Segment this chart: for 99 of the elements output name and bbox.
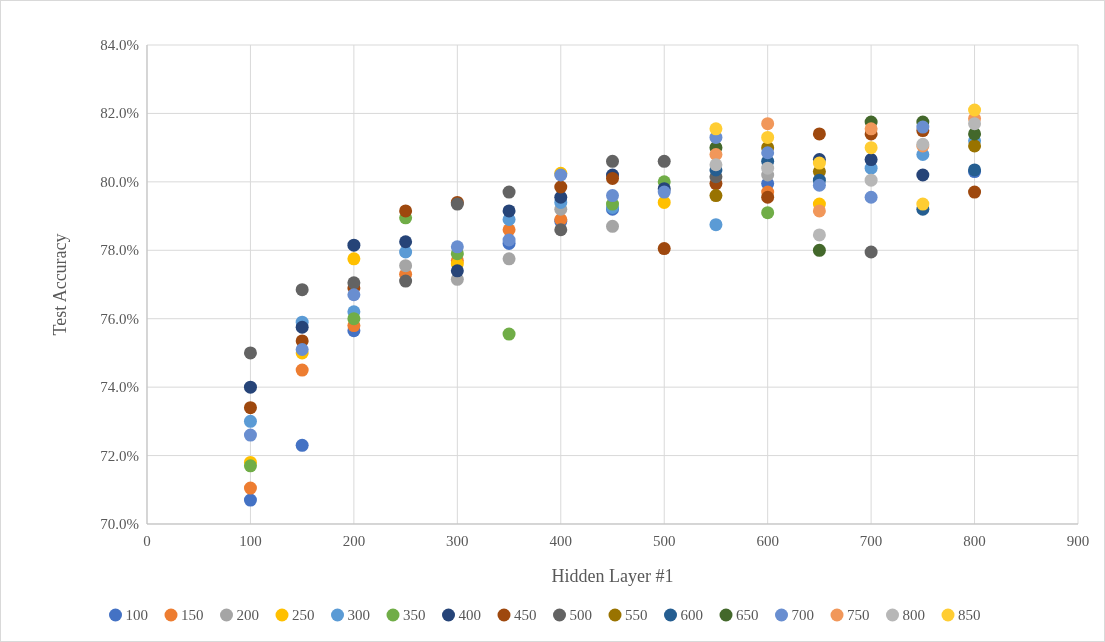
point bbox=[709, 218, 723, 232]
point bbox=[502, 252, 516, 266]
point bbox=[295, 283, 309, 297]
point bbox=[243, 493, 257, 507]
x-tick-label: 200 bbox=[342, 533, 366, 549]
point bbox=[657, 242, 671, 256]
x-tick-label: 600 bbox=[756, 533, 779, 549]
point bbox=[243, 481, 257, 495]
point bbox=[347, 252, 361, 266]
point bbox=[864, 245, 878, 259]
point bbox=[916, 120, 930, 134]
point bbox=[243, 380, 257, 394]
point bbox=[502, 185, 516, 199]
legend-label: 450 bbox=[514, 607, 537, 623]
point bbox=[295, 363, 309, 377]
x-tick-label: 800 bbox=[963, 533, 986, 549]
point bbox=[761, 146, 775, 160]
legend-label: 400 bbox=[458, 607, 481, 623]
point bbox=[657, 154, 671, 168]
point bbox=[243, 459, 257, 473]
point bbox=[916, 197, 930, 211]
point bbox=[864, 153, 878, 167]
legend-label: 700 bbox=[791, 607, 814, 623]
point bbox=[812, 243, 826, 257]
point bbox=[968, 103, 982, 117]
legend-label: 500 bbox=[569, 607, 592, 623]
point bbox=[450, 264, 464, 278]
y-tick-label: 78.0% bbox=[100, 242, 139, 259]
y-tick-label: 74.0% bbox=[100, 379, 139, 396]
point bbox=[399, 259, 413, 273]
legend-label: 350 bbox=[403, 607, 426, 623]
point bbox=[864, 141, 878, 155]
point bbox=[295, 438, 309, 452]
x-axis-title: Hidden Layer #1 bbox=[551, 566, 674, 586]
point bbox=[399, 235, 413, 249]
point bbox=[606, 189, 619, 203]
point bbox=[761, 117, 775, 131]
point bbox=[761, 161, 775, 175]
x-tick-label: 900 bbox=[1066, 533, 1090, 549]
point bbox=[968, 139, 982, 153]
legend-label: 100 bbox=[125, 607, 148, 623]
point bbox=[243, 414, 257, 428]
legend-label: 300 bbox=[347, 607, 370, 623]
point bbox=[968, 185, 982, 199]
legend-label: 850 bbox=[958, 607, 981, 623]
point bbox=[812, 127, 826, 141]
point bbox=[347, 238, 361, 252]
y-tick-label: 82.0% bbox=[100, 105, 139, 122]
x-tick-label: 0 bbox=[143, 533, 151, 549]
legend-label: 750 bbox=[847, 607, 870, 623]
point bbox=[399, 274, 413, 288]
x-tick-label: 700 bbox=[859, 533, 883, 549]
point bbox=[450, 240, 464, 254]
point bbox=[709, 189, 723, 203]
point bbox=[968, 117, 982, 131]
point bbox=[295, 320, 309, 334]
y-tick-label: 76.0% bbox=[100, 310, 139, 327]
point bbox=[295, 343, 309, 356]
y-tick-label: 70.0% bbox=[100, 516, 139, 532]
point bbox=[502, 204, 516, 218]
point bbox=[347, 276, 361, 290]
point bbox=[709, 158, 723, 172]
legend-label: 250 bbox=[292, 607, 315, 623]
point bbox=[243, 428, 257, 442]
point bbox=[864, 173, 878, 187]
point bbox=[864, 190, 878, 204]
y-tick-label: 84.0% bbox=[100, 37, 139, 53]
point bbox=[916, 168, 930, 182]
legend-label: 200 bbox=[236, 607, 259, 623]
point bbox=[243, 401, 257, 415]
point bbox=[399, 204, 413, 218]
legend-label: 650 bbox=[736, 607, 759, 623]
x-tick-label: 400 bbox=[549, 533, 573, 549]
point bbox=[812, 228, 826, 242]
y-tick-label: 80.0% bbox=[100, 173, 139, 190]
legend-label: 550 bbox=[625, 607, 648, 623]
y-tick-label: 72.0% bbox=[100, 447, 139, 464]
point bbox=[761, 130, 775, 144]
point bbox=[554, 180, 568, 194]
y-axis-title: Test Accuracy bbox=[50, 233, 70, 336]
point bbox=[606, 154, 619, 168]
x-tick-label: 500 bbox=[652, 533, 676, 549]
point bbox=[812, 204, 826, 218]
point bbox=[761, 206, 775, 220]
x-tick-label: 300 bbox=[446, 533, 469, 549]
point bbox=[243, 346, 257, 360]
point bbox=[606, 219, 619, 233]
point bbox=[347, 312, 361, 326]
x-tick-label: 100 bbox=[239, 533, 262, 549]
point bbox=[347, 288, 361, 302]
point bbox=[502, 327, 516, 341]
legend-label: 800 bbox=[902, 607, 925, 623]
point bbox=[554, 223, 568, 237]
point bbox=[709, 122, 723, 136]
legend-label: 600 bbox=[680, 607, 703, 623]
point bbox=[761, 190, 775, 204]
point bbox=[864, 122, 878, 136]
legend-label: 150 bbox=[181, 607, 204, 623]
point bbox=[812, 178, 826, 192]
